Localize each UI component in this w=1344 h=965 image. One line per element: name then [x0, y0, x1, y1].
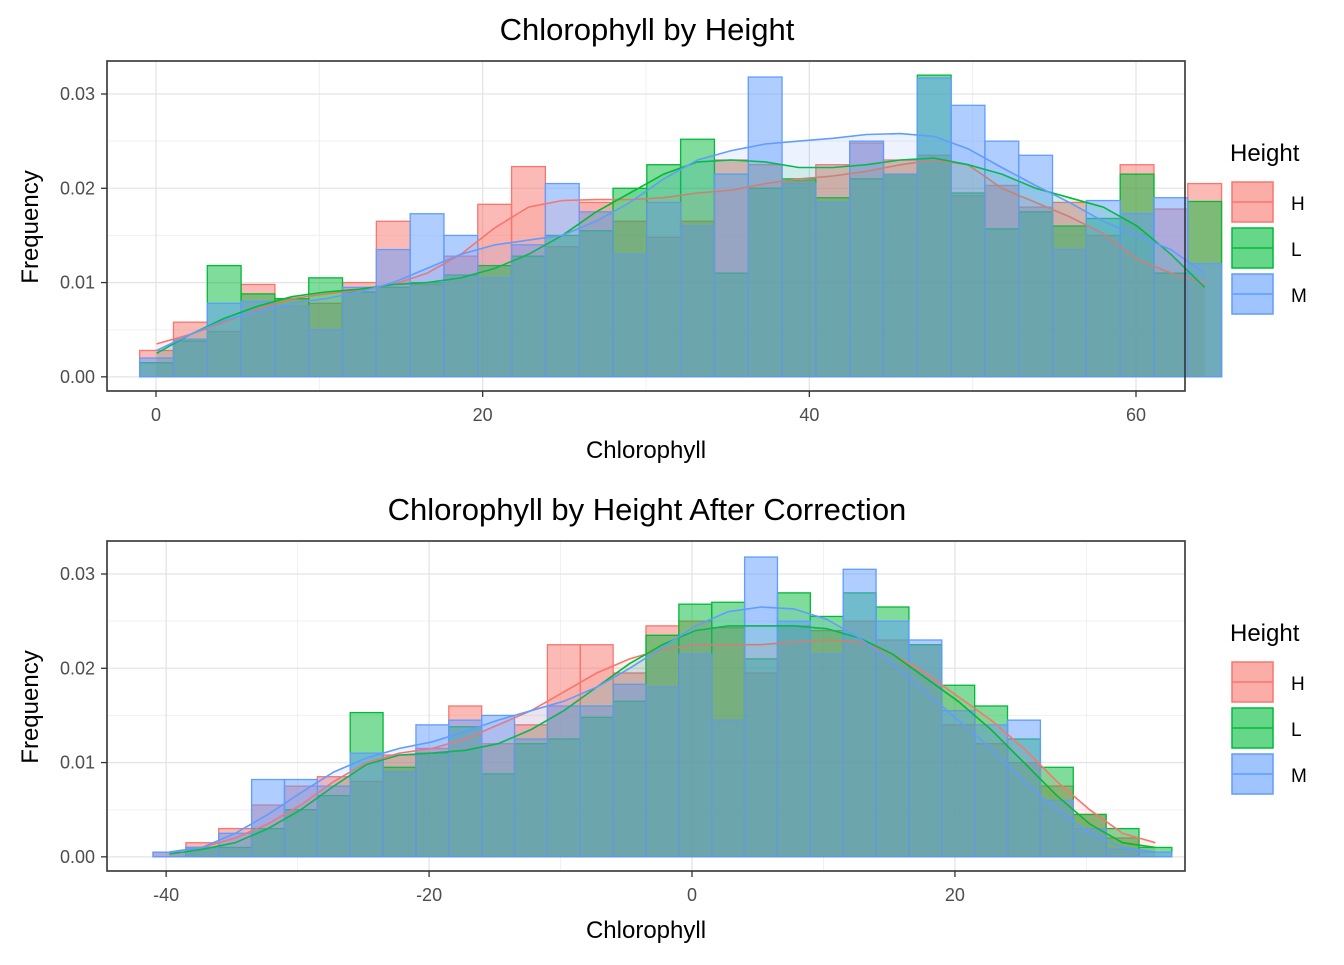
- histogram-bar-M: [375, 248, 411, 378]
- density-area-M: [156, 133, 1205, 377]
- x-tick-label: 60: [1126, 405, 1146, 425]
- density-area-H: [156, 160, 1205, 377]
- histogram-bar-M: [1051, 248, 1087, 378]
- histogram-bar-M: [382, 771, 417, 858]
- histogram-bar-M: [415, 724, 450, 858]
- density-area-L: [169, 625, 1156, 857]
- x-tick-label: -20: [416, 885, 442, 905]
- histogram-bar-M: [908, 639, 943, 858]
- legend-label-L: L: [1291, 720, 1302, 741]
- legend-title: Height: [1230, 620, 1300, 647]
- legend-label-M: M: [1291, 286, 1307, 307]
- y-tick-label: 0.02: [60, 178, 95, 198]
- histogram-bar-M: [579, 705, 614, 858]
- panel-2-density: [169, 606, 1156, 857]
- panel-1-density: [156, 132, 1206, 377]
- histogram-bar-M: [448, 719, 483, 858]
- histogram-bar-M: [815, 201, 851, 378]
- histogram-bar-M: [679, 225, 716, 378]
- histogram-bar-M: [776, 620, 811, 858]
- histogram-bar-M: [941, 710, 976, 858]
- panel-1-title: Chlorophyll by Height: [500, 12, 795, 47]
- histogram-bar-M: [612, 683, 647, 858]
- panel-2: Chlorophyll by Height After Correction -…: [17, 492, 1186, 944]
- density-curve-M: [156, 132, 1206, 352]
- y-tick-label: 0.00: [60, 847, 95, 867]
- histogram-bar-M: [544, 182, 580, 378]
- histogram-bar-M: [974, 724, 1009, 858]
- histogram-bar-M: [809, 653, 844, 858]
- panel-1: Chlorophyll by Height 0 20 40 60 0.000.010.…: [17, 12, 1223, 464]
- histogram-bar-M: [1006, 719, 1042, 858]
- density-area-H: [169, 640, 1156, 857]
- x-tick-label: -40: [153, 885, 179, 905]
- histogram-bar-M: [842, 568, 877, 858]
- density-curve-M: [169, 606, 1156, 853]
- panel-2-title: Chlorophyll by Height After Correction: [388, 492, 907, 527]
- legend-label-L: L: [1291, 240, 1302, 261]
- histogram-bar-M: [481, 714, 516, 858]
- histogram-bar-M: [206, 302, 242, 378]
- panel-2-x-axis-title: Chlorophyll: [586, 917, 706, 944]
- x-tick-label: 0: [687, 885, 697, 905]
- density-area-L: [156, 158, 1205, 377]
- y-tick-label: 0.01: [60, 273, 95, 293]
- density-curve-L: [156, 157, 1206, 354]
- y-tick-label: 0.03: [60, 84, 95, 104]
- panel-2-y-axis-title: Frequency: [17, 650, 44, 763]
- y-tick-label: 0.02: [60, 658, 95, 678]
- histogram-bar-M: [849, 140, 885, 378]
- panel-2-border: [106, 540, 1186, 872]
- density-curve-L: [169, 625, 1156, 855]
- histogram-bar-M: [882, 173, 918, 378]
- histogram-bar-M: [578, 211, 614, 378]
- histogram-bar-M: [546, 705, 581, 858]
- histogram-bar-M: [349, 752, 384, 858]
- histogram-bar-M: [713, 173, 749, 378]
- histogram-bar-M: [316, 785, 351, 858]
- histogram-bar-M: [711, 719, 746, 858]
- legend-panel-2: Height H L M: [1230, 620, 1307, 795]
- x-tick-label: 40: [799, 405, 819, 425]
- histogram-bar-M: [916, 77, 952, 378]
- y-tick-label: 0.03: [60, 564, 95, 584]
- histogram-bar-M: [477, 277, 513, 378]
- histogram-bar-M: [513, 738, 549, 858]
- panel-1-bars: [139, 74, 1223, 378]
- x-tick-label: 20: [473, 405, 493, 425]
- histogram-bar-M: [950, 104, 986, 378]
- panel-2-y-ticks: 0.00 0.01 0.02 0.03: [60, 564, 107, 867]
- histogram-bar-M: [678, 653, 713, 858]
- panel-1-x-axis-title: Chlorophyll: [586, 437, 706, 464]
- histogram-bar-M: [1153, 197, 1189, 378]
- legend-title: Height: [1230, 140, 1300, 167]
- legend-label-M: M: [1291, 766, 1307, 787]
- legend-panel-1: Height H L M: [1230, 140, 1307, 315]
- y-tick-label: 0.00: [60, 367, 95, 387]
- histogram-bar-M: [274, 305, 310, 378]
- density-curve-H: [156, 159, 1205, 345]
- panel-1-y-ticks: 0.00 0.01 0.02 0.03: [60, 84, 107, 387]
- density-area-M: [169, 607, 1156, 857]
- histogram-bar-M: [510, 244, 547, 378]
- panel-2-x-ticks: -40 -20 0 20: [153, 871, 965, 905]
- histogram-bar-M: [747, 76, 783, 378]
- histogram-bar-M: [1138, 851, 1173, 858]
- legend-label-H: H: [1291, 194, 1305, 215]
- density-curve-H: [169, 639, 1156, 853]
- panel-1-x-ticks: 0 20 40 60: [151, 391, 1146, 425]
- legend-label-H: H: [1291, 674, 1305, 695]
- x-tick-label: 20: [945, 885, 965, 905]
- panel-1-border: [106, 60, 1186, 392]
- x-tick-label: 0: [151, 405, 161, 425]
- panel-1-y-axis-title: Frequency: [17, 170, 44, 283]
- y-tick-label: 0.01: [60, 753, 95, 773]
